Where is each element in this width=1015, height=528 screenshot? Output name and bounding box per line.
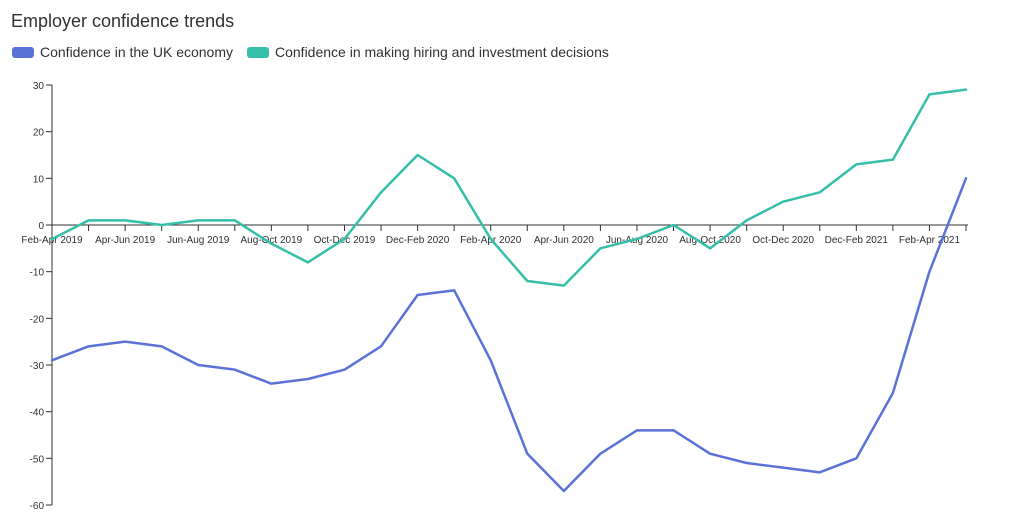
y-tick-label: 20 [33,128,45,139]
x-tick-label: Feb-Apr 2019 [21,235,83,246]
x-tick-label: Apr-Jun 2020 [534,235,594,246]
x-tick-label: Aug-Oct 2020 [679,235,741,246]
x-tick-label: Jun-Aug 2020 [606,235,669,246]
y-tick-label: 30 [33,81,45,92]
series-line-hiring-investment [50,88,968,287]
legend-item-hiring-investment[interactable]: Confidence in making hiring and investme… [247,44,609,60]
legend-label-hiring-investment: Confidence in making hiring and investme… [275,44,609,60]
y-tick-label: 10 [33,174,45,185]
y-tick-label: -40 [30,408,45,419]
legend-item-uk-economy[interactable]: Confidence in the UK economy [12,44,233,60]
y-tick-label: -30 [30,361,45,372]
x-tick-label: Oct-Dec 2020 [752,235,814,246]
series-line-uk-economy [50,177,968,493]
y-tick-label: -60 [30,501,45,512]
chart-title: Employer confidence trends [11,11,235,31]
x-tick-label: Aug-Oct 2019 [241,235,303,246]
x-tick-label: Dec-Feb 2020 [386,235,450,246]
y-tick-label: -20 [30,314,45,325]
y-tick-label: -50 [30,454,45,465]
x-tick-label: Jun-Aug 2019 [167,235,230,246]
legend-swatch-uk-economy [12,46,34,58]
legend: Confidence in the UK economy Confidence … [12,44,609,60]
y-tick-label: -10 [30,268,45,279]
x-tick-label: Apr-Jun 2019 [95,235,155,246]
legend-swatch-hiring-investment [247,46,269,58]
x-tick-label: Feb-Apr 2021 [899,235,961,246]
x-tick-label: Dec-Feb 2021 [825,235,889,246]
x-tick-label: Oct-Dec 2019 [314,235,376,246]
y-tick-label: 0 [38,221,44,232]
legend-label-uk-economy: Confidence in the UK economy [40,44,233,60]
